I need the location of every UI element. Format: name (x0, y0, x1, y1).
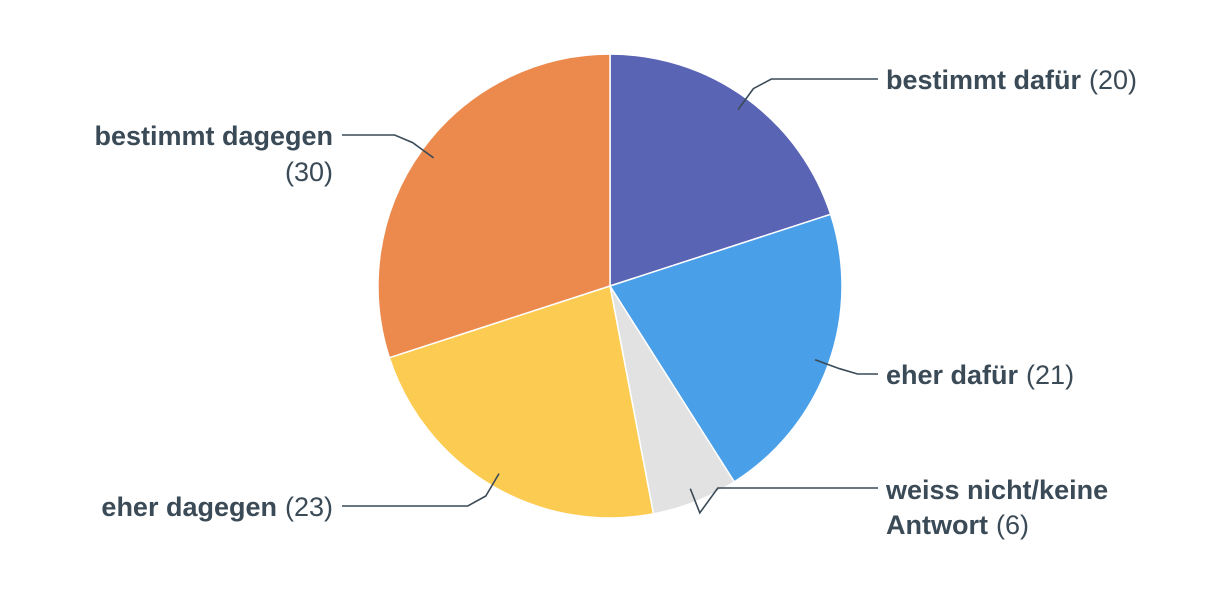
slice-label-name: eher dafür (886, 360, 1019, 390)
slice-label-name-part1: weiss nicht/keine (885, 475, 1108, 505)
slice-label-eher-dagegen: eher dagegen (23) (101, 492, 333, 522)
slice-label-value: (21) (1026, 360, 1074, 390)
slice-label-bestimmt-dafuer: bestimmt dafür (20) (886, 65, 1137, 95)
slice-label-eher-dafuer: eher dafür (21) (886, 360, 1074, 390)
leader-line (737, 78, 878, 111)
slice-label-value: (20) (1089, 65, 1137, 95)
leader-line (814, 359, 878, 375)
slice-label-name: eher dagegen (101, 492, 277, 522)
slice-label-name: bestimmt dagegen (94, 121, 333, 151)
leader-line (342, 473, 500, 507)
slice-label-weiss-nicht-line2: Antwort (6) (886, 510, 1029, 540)
slice-label-value: (23) (285, 492, 333, 522)
slice-label-bestimmt-dagegen-line2: (30) (285, 157, 333, 187)
leader-lines-layer (342, 78, 878, 515)
slice-label-value: (6) (996, 510, 1029, 540)
slice-label-weiss-nicht-line1: weiss nicht/keine (885, 475, 1108, 505)
leader-line (689, 487, 878, 515)
slice-label-bestimmt-dagegen-line1: bestimmt dagegen (94, 121, 333, 151)
leader-line (342, 134, 435, 159)
slices-layer (377, 53, 843, 519)
slice-label-value: (30) (285, 157, 333, 187)
slice-label-name-part2: Antwort (886, 510, 988, 540)
slice-label-name: bestimmt dafür (886, 65, 1082, 95)
